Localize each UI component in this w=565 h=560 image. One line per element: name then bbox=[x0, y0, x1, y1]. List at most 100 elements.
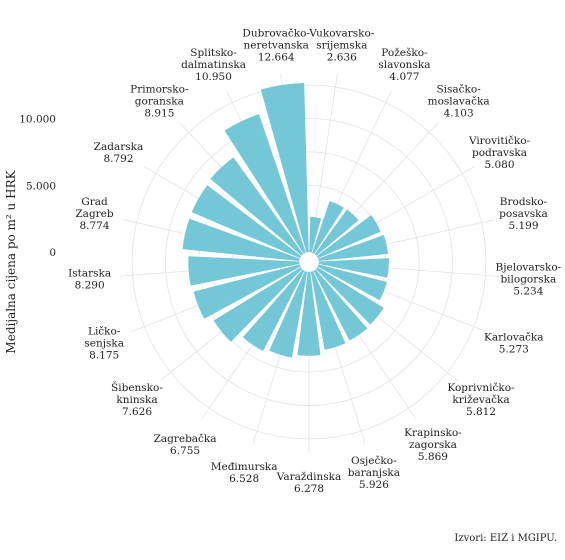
bar-4 bbox=[318, 234, 388, 261]
category-name: Dubrovačko- bbox=[242, 26, 310, 39]
category-value: 6.528 bbox=[229, 473, 259, 485]
bar-16 bbox=[182, 218, 300, 261]
grid-layer bbox=[119, 73, 499, 453]
category-name: Bjelovarsko- bbox=[496, 261, 562, 273]
category-value: 4.103 bbox=[444, 108, 474, 120]
category-value: 8.915 bbox=[144, 108, 174, 120]
y-axis-title: Medijalna cijena po m² u HRK bbox=[4, 169, 18, 353]
bar-0 bbox=[309, 216, 322, 253]
category-name: Požeško- bbox=[381, 47, 428, 59]
category-value: 4.077 bbox=[389, 71, 419, 83]
category-value: 5.199 bbox=[508, 220, 538, 232]
category-name: Virovitičko- bbox=[468, 134, 531, 147]
category-name: Zagrebačka bbox=[154, 432, 217, 445]
category-name: goranska bbox=[135, 96, 184, 108]
bar-3 bbox=[316, 215, 381, 259]
bar-20 bbox=[260, 83, 309, 253]
bar-19 bbox=[224, 114, 306, 254]
bar-8 bbox=[313, 269, 368, 341]
bar-5 bbox=[318, 258, 389, 278]
category-value: 5.273 bbox=[499, 343, 529, 355]
category-name: Osječko- bbox=[351, 454, 397, 467]
category-value: 5.926 bbox=[359, 479, 389, 491]
category-value: 6.755 bbox=[170, 445, 200, 457]
bar-2 bbox=[314, 209, 359, 256]
category-value: 2.636 bbox=[327, 51, 357, 63]
category-value: 5.234 bbox=[513, 285, 543, 297]
bar-11 bbox=[269, 271, 308, 358]
category-name: Zagreb bbox=[75, 208, 114, 220]
category-name: Primorsko- bbox=[130, 84, 189, 96]
category-value: 8.175 bbox=[89, 349, 119, 361]
bar-15 bbox=[188, 256, 300, 286]
category-name: bilogorska bbox=[500, 273, 556, 285]
category-value: 7.626 bbox=[122, 406, 152, 418]
category-name: Ličko- bbox=[88, 324, 121, 337]
category-value: 8.792 bbox=[103, 153, 133, 165]
category-name: Krapinsko- bbox=[404, 427, 462, 439]
bar-layer bbox=[182, 83, 389, 358]
bar-12 bbox=[242, 269, 305, 352]
category-value: 5.869 bbox=[418, 451, 448, 463]
bar-18 bbox=[210, 157, 304, 256]
category-value: 8.774 bbox=[79, 220, 109, 232]
bar-7 bbox=[315, 267, 384, 325]
category-name: moslavačka bbox=[428, 95, 490, 108]
category-name: slavonska bbox=[378, 59, 430, 71]
category-name: neretvanska bbox=[244, 39, 309, 51]
category-name: Varaždinska bbox=[276, 471, 342, 483]
category-value: 10.950 bbox=[195, 71, 232, 83]
category-name: baranjska bbox=[348, 467, 400, 479]
category-name: križevačka bbox=[452, 393, 509, 406]
category-name: Sisačko- bbox=[436, 83, 481, 96]
category-name: Brodsko- bbox=[500, 196, 548, 208]
bar-6 bbox=[317, 264, 387, 301]
category-name: zagorska bbox=[409, 439, 457, 451]
category-name: srijemska bbox=[316, 39, 367, 51]
category-value: 6.278 bbox=[294, 483, 324, 495]
category-name: Međimurska bbox=[211, 461, 278, 473]
bar-9 bbox=[310, 271, 346, 350]
category-name: Vukovarsko- bbox=[308, 27, 375, 39]
bar-10 bbox=[297, 271, 321, 356]
y-tick-label: 5.000 bbox=[26, 180, 56, 192]
source-note: Izvori: EIZ i MGIPU. bbox=[454, 533, 557, 544]
category-name: podravska bbox=[472, 147, 527, 159]
category-name: Splitsko- bbox=[190, 47, 237, 59]
category-name: senjska bbox=[84, 337, 124, 349]
category-name: Grad bbox=[81, 196, 108, 208]
category-name: Šibensko- bbox=[111, 380, 163, 394]
bar-13 bbox=[213, 267, 303, 342]
category-name: Karlovačka bbox=[484, 330, 544, 343]
category-name: posavska bbox=[499, 208, 548, 220]
y-tick-label: 0 bbox=[49, 247, 56, 259]
category-name: kninska bbox=[116, 394, 157, 406]
tick-layer: 0 5.000 10.000 bbox=[19, 114, 56, 260]
grid-circle bbox=[298, 251, 320, 273]
bar-14 bbox=[193, 264, 301, 319]
y-tick-label: 10.000 bbox=[19, 114, 56, 126]
category-value: 5.080 bbox=[484, 159, 514, 171]
